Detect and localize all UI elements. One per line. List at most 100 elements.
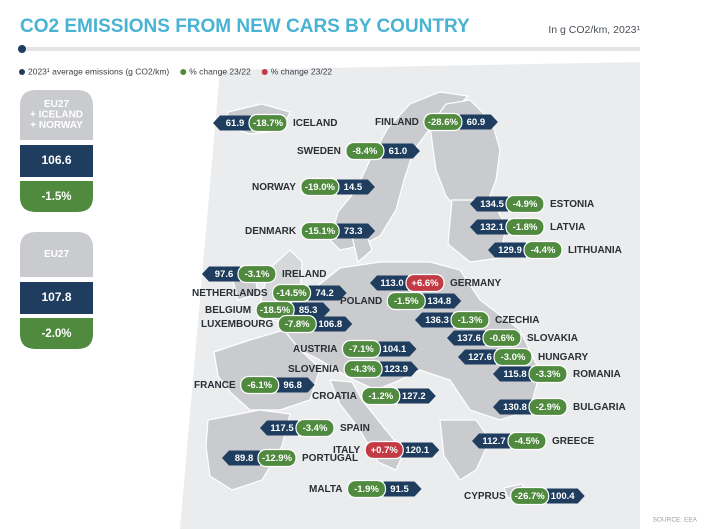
country-value: 61.9 <box>226 118 245 129</box>
country-value: 74.2 <box>315 288 334 299</box>
summary-value: 106.6 <box>41 153 71 167</box>
change-pill <box>450 310 490 330</box>
change-pill <box>345 141 385 161</box>
change-pill <box>277 314 317 334</box>
value-box <box>308 285 347 301</box>
country-change: -4.3% <box>351 364 376 375</box>
value-box <box>314 316 353 332</box>
greece <box>439 419 491 481</box>
country-name: POLAND <box>340 296 382 307</box>
value-box <box>260 420 298 436</box>
country-value: 112.7 <box>482 436 505 447</box>
country-change: -4.9% <box>513 199 538 210</box>
country-change: -3.4% <box>303 423 328 434</box>
value-box <box>383 481 422 497</box>
legend: 2023¹ average emissions (g CO2/km) % chan… <box>19 66 332 76</box>
change-pill <box>386 291 426 311</box>
country-value: 113.0 <box>380 278 403 289</box>
value-box <box>370 275 408 291</box>
change-pill <box>240 375 280 395</box>
country-change: -1.2% <box>368 391 393 402</box>
change-pill <box>343 359 383 379</box>
value-box <box>493 366 531 382</box>
change-pill <box>523 240 563 260</box>
legend-label: % change 23/22 <box>271 66 333 76</box>
country-value: 106.8 <box>318 319 342 330</box>
country-name: BELGIUM <box>205 305 251 316</box>
country-change: -4.5% <box>515 436 540 447</box>
country-name: SPAIN <box>340 423 370 434</box>
country-value: 137.6 <box>457 333 481 344</box>
change-pill <box>528 397 568 417</box>
country-label: NETHERLANDS 74.2 -14.5% <box>192 283 347 303</box>
country-name: SWEDEN <box>297 146 341 157</box>
change-pill <box>257 448 297 468</box>
country-value: 85.3 <box>299 305 318 316</box>
country-value: 129.9 <box>498 245 522 256</box>
country-value: 96.8 <box>283 380 302 391</box>
country-change: -8.4% <box>352 146 377 157</box>
value-box <box>423 293 462 309</box>
country-label: 61.9 -18.7% ICELAND <box>213 113 337 133</box>
country-label: NORWAY 14.5 -19.0% <box>252 177 375 197</box>
country-label: POLAND 134.8 -1.5% <box>340 291 462 311</box>
country-value: 14.5 <box>344 182 363 193</box>
country-name: CYPRUS <box>464 491 506 502</box>
country-change: -14.5% <box>277 288 308 299</box>
country-value: 136.3 <box>425 315 449 326</box>
change-pill <box>505 194 545 214</box>
country-name: ROMANIA <box>573 369 621 380</box>
country-change: -2.9% <box>536 402 561 413</box>
country-value: 89.8 <box>235 453 254 464</box>
country-change: -18.5% <box>260 305 291 316</box>
country-label: CYPRUS 100.4 -26.7% <box>464 486 585 506</box>
country-value: 104.1 <box>383 344 407 355</box>
value-box <box>381 143 420 159</box>
value-box <box>292 302 331 318</box>
country-value: 120.1 <box>405 445 429 456</box>
value-box <box>447 330 485 346</box>
country-change: +6.6% <box>411 278 439 289</box>
country-name: MALTA <box>309 484 343 495</box>
country-label: SLOVENIA 123.9 -4.3% <box>288 359 419 379</box>
change-pill <box>300 177 340 197</box>
value-box <box>378 341 417 357</box>
country-change: -1.5% <box>394 296 419 307</box>
country-label: CROATIA 127.2 -1.2% <box>312 386 436 406</box>
change-pill <box>237 264 277 284</box>
country-label: 129.9 -4.4% LITHUANIA <box>488 240 622 260</box>
value-box <box>546 488 585 504</box>
value-box <box>337 223 376 239</box>
change-pill <box>405 273 445 293</box>
country-label: BELGIUM 85.3 -18.5% <box>205 300 331 320</box>
value-box <box>493 399 531 415</box>
value-box <box>336 179 375 195</box>
country-label: 113.0 +6.6% GERMANY <box>370 273 501 293</box>
summary-label-box <box>20 90 93 140</box>
change-pill <box>300 221 340 241</box>
value-box <box>202 266 240 282</box>
change-pill <box>346 479 387 499</box>
summary-label-box <box>20 232 93 277</box>
summary: EU27+ ICELAND+ NORWAY106.6-1.5%EU27107.8… <box>20 90 93 349</box>
country-change: -3.1% <box>245 269 270 280</box>
country-name: GERMANY <box>450 278 501 289</box>
value-box <box>397 388 436 404</box>
country-label: AUSTRIA 104.1 -7.1% <box>293 339 417 359</box>
country-name: AUSTRIA <box>293 344 337 355</box>
country-name: CROATIA <box>312 391 357 402</box>
country-label: FINLAND 60.9 -28.6% <box>375 112 498 132</box>
summary-label: EU27 <box>44 249 69 260</box>
country-label: 132.1 -1.8% LATVIA <box>470 217 585 237</box>
country-name: FINLAND <box>375 117 419 128</box>
change-pill <box>528 364 568 384</box>
country-change: -19.0% <box>305 182 336 193</box>
legend-dot <box>180 69 187 75</box>
country-label: 127.6 -3.0% HUNGARY <box>458 347 589 367</box>
change-pill <box>341 339 382 359</box>
country-name: SLOVAKIA <box>527 333 578 344</box>
country-change: -18.7% <box>253 118 284 129</box>
country-change: -12.9% <box>262 453 293 464</box>
summary-change: -1.5% <box>41 191 71 203</box>
